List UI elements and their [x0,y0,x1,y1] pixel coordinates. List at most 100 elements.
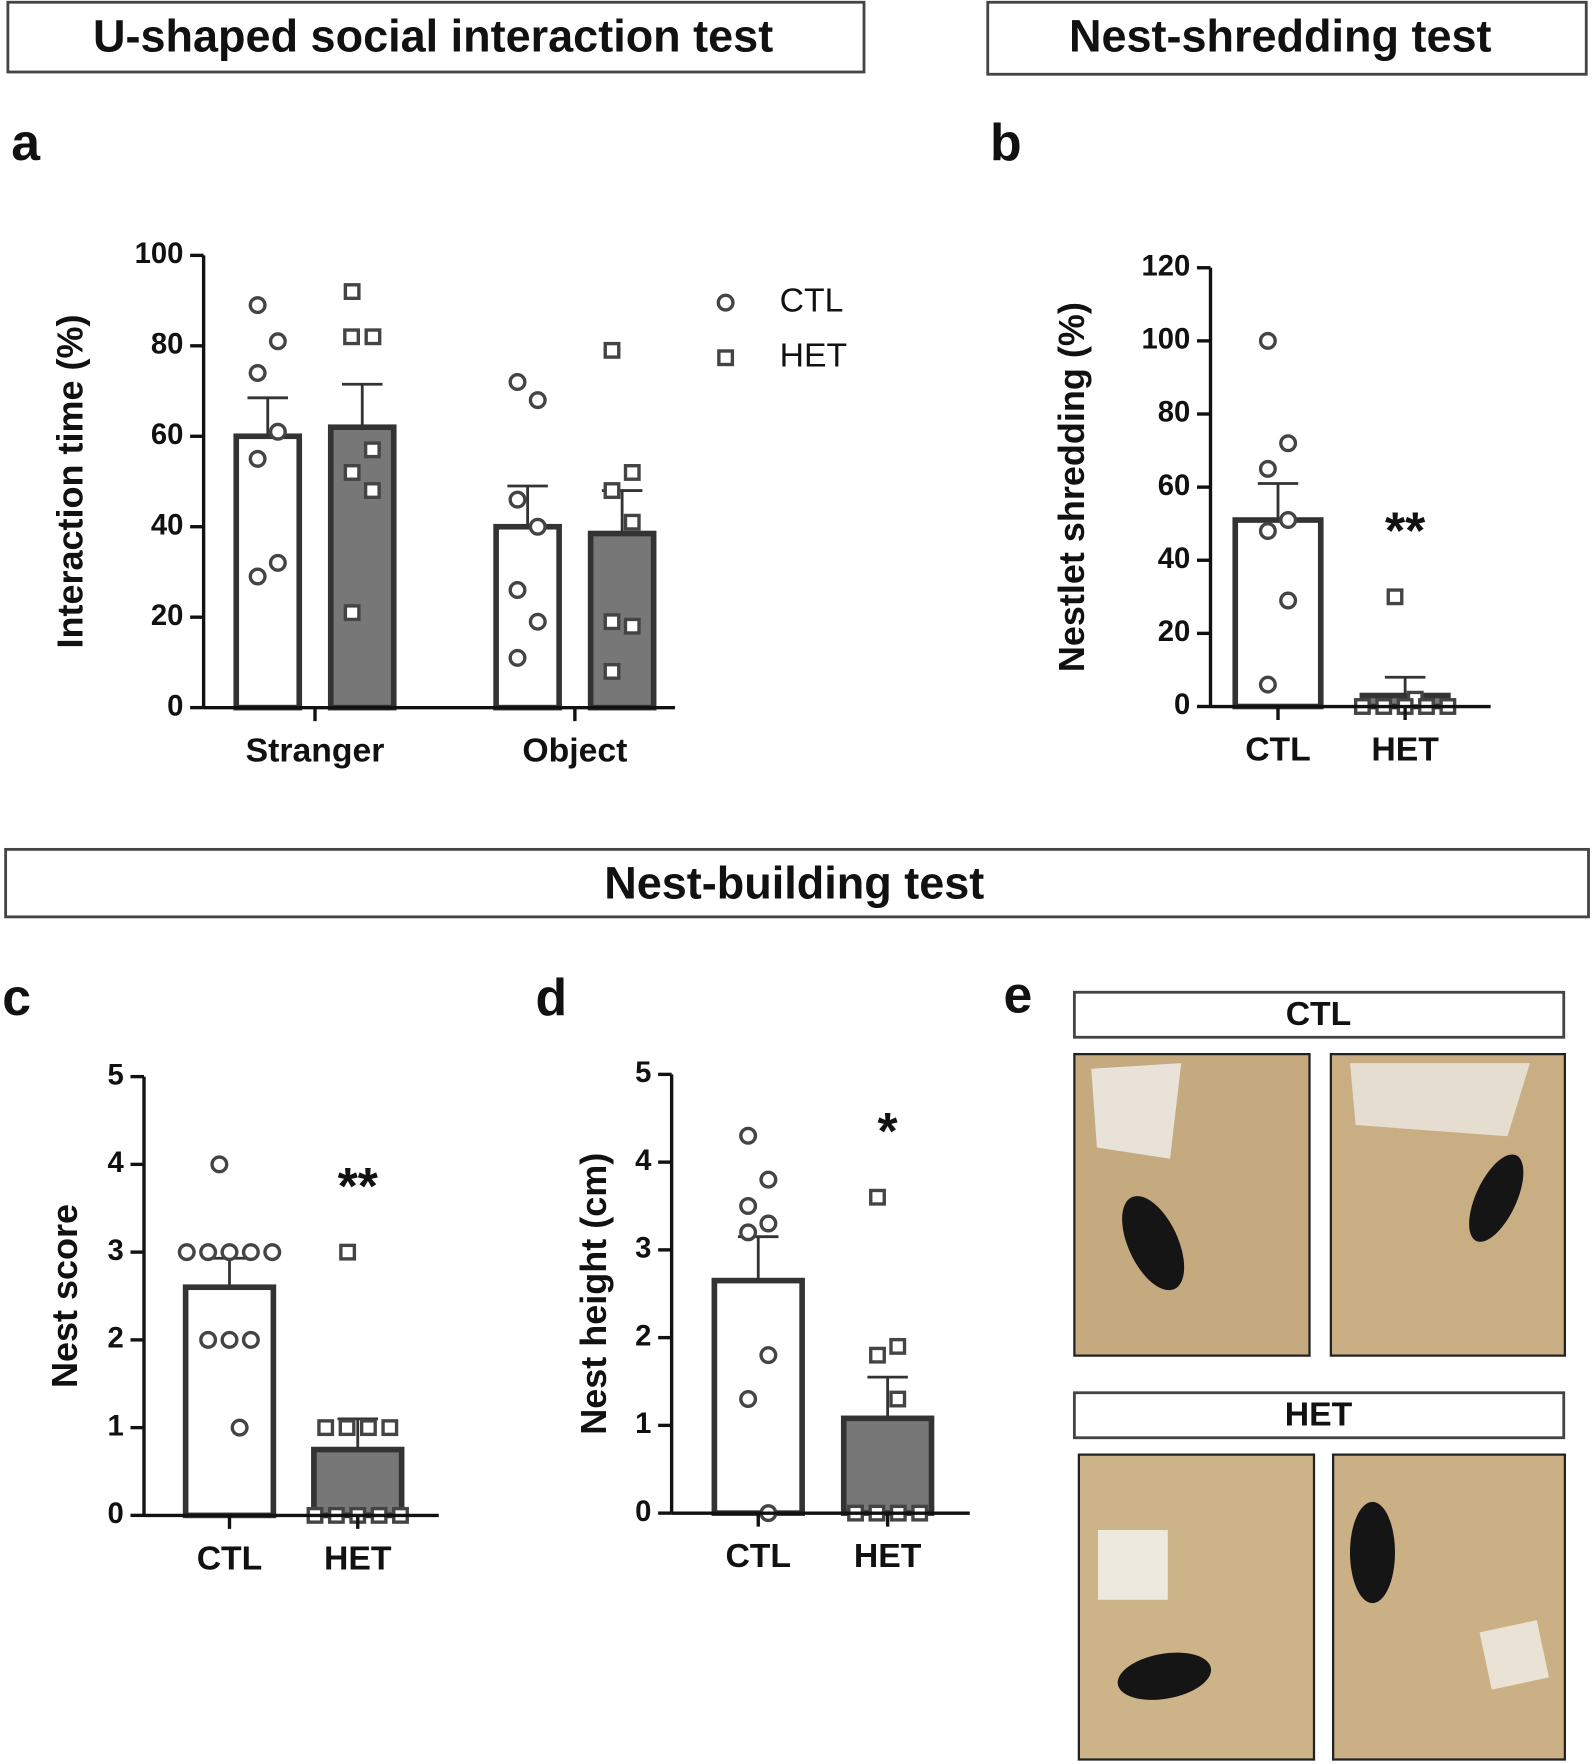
data-point [1258,675,1277,694]
photo-label: CTL [1286,995,1352,1033]
y-tick-label: 1 [107,1410,123,1442]
data-point [248,363,267,382]
legend-marker [717,349,735,367]
data-point [263,1243,282,1262]
data-point [343,464,361,481]
data-point [889,1337,907,1355]
data-point [759,1346,778,1365]
photo-label-box [1072,1391,1566,1440]
data-point [739,1223,758,1242]
y-tick-label: 3 [635,1233,651,1265]
mouse [1122,1196,1185,1291]
y-tick-label: 2 [635,1320,651,1352]
section-box [986,0,1588,76]
data-point [220,1243,239,1262]
data-point [230,1418,249,1437]
y-axis-label: Nest score [44,1204,85,1388]
x-tick-label: Stranger [246,732,385,770]
chart: c Nest score 0 1 2 3 4 5 CTL HET ** [2,968,439,1577]
data-point [199,1243,218,1262]
data-point [508,581,527,600]
y-tick-label: 60 [151,419,184,451]
section-title: Nest-shredding test [1069,10,1492,61]
data-point [343,604,361,622]
data-point [360,1419,377,1437]
photo-label-box [1072,990,1566,1039]
y-tick-label: 4 [107,1147,124,1179]
data-point [603,482,621,499]
photo [1332,1453,1566,1761]
panel-letter: b [990,113,1022,171]
panel-letter: a [11,113,41,171]
x-tick-label: CTL [1245,730,1311,768]
data-point [623,513,641,531]
data-point [248,449,267,468]
data-point [1258,522,1277,540]
data-point [338,1419,356,1437]
data-point [623,617,641,635]
y-tick-label: 0 [635,1496,651,1528]
y-axis-label: Nest height (cm) [573,1153,614,1435]
legend-marker [716,293,735,312]
data-point [317,1419,335,1437]
data-point [1279,591,1298,610]
y-axis-label: Nestlet shredding (%) [1051,302,1092,672]
data-point [869,1188,886,1206]
x-tick-label: HET [1371,730,1439,768]
section-title: U-shaped social interaction test [93,10,773,61]
mouse [1117,1652,1212,1700]
data-point [528,517,547,536]
data-point [177,1243,196,1262]
y-tick-label: 100 [135,238,184,270]
data-point [739,1390,758,1409]
y-tick-label: 5 [635,1057,651,1089]
data-point [739,1197,758,1215]
photo-label: HET [1285,1395,1353,1433]
data-point [1386,588,1404,606]
data-point [268,332,287,351]
nest-material [1350,1063,1530,1137]
mouse [1469,1154,1524,1242]
data-point [508,490,527,509]
data-point [1279,511,1298,530]
nestlet [1098,1530,1168,1600]
y-axis-label: Interaction time (%) [50,314,91,648]
data-point [248,296,267,315]
data-point [268,553,287,572]
data-point [508,373,527,392]
chart: a Interaction time (%) 0 20 40 60 80 100 Strange… [11,113,847,770]
data-point [869,1346,886,1364]
data-point [268,422,287,441]
data-point [199,1330,218,1349]
y-tick-label: 5 [107,1059,123,1091]
x-tick-label: Object [522,732,627,770]
section-box [4,847,1590,919]
bar [327,424,397,711]
data-point [623,464,641,481]
y-tick-label: 1 [635,1408,651,1440]
data-point [759,1214,778,1233]
panel-letter: e [1004,966,1033,1024]
data-point [1258,459,1277,478]
x-tick-label: HET [324,1539,392,1577]
data-point [241,1243,260,1262]
x-tick-label: HET [854,1537,922,1575]
data-point [241,1330,260,1349]
x-tick-label: CTL [197,1539,263,1577]
y-tick-label: 20 [1158,616,1191,648]
legend-label: CTL [780,282,844,320]
data-point [343,283,361,300]
bar [493,523,562,711]
bar [587,530,657,711]
y-tick-label: 0 [107,1498,123,1530]
photo-panel: CTL HET [1072,990,1566,1761]
data-point [364,328,382,346]
data-point [603,341,621,359]
y-tick-label: 2 [107,1323,123,1355]
y-tick-label: 120 [1141,250,1190,282]
significance: ** [338,1157,379,1215]
significance: * [878,1102,899,1160]
nest-material [1091,1063,1182,1159]
y-tick-label: 0 [167,690,183,722]
